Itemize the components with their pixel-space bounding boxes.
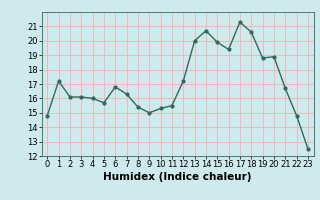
X-axis label: Humidex (Indice chaleur): Humidex (Indice chaleur) — [103, 172, 252, 182]
